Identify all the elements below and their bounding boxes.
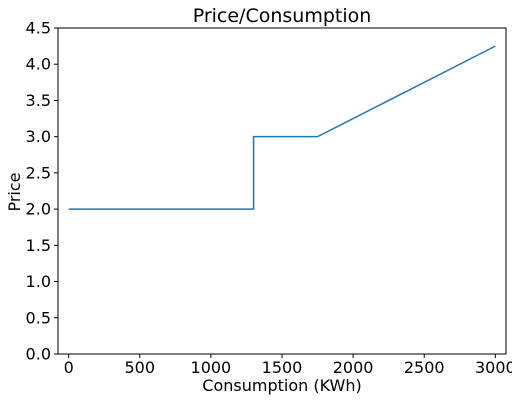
y-tick-label: 3.0 — [26, 127, 51, 146]
y-tick-label: 1.0 — [26, 272, 51, 291]
x-axis-title: Consumption (KWh) — [202, 376, 361, 395]
x-tick-label: 3000 — [475, 358, 512, 377]
chart-title: Price/Consumption — [193, 5, 372, 27]
plot-frame — [57, 27, 507, 355]
x-tick-label: 500 — [125, 358, 156, 377]
x-tick-label: 2000 — [333, 358, 374, 377]
y-tick-label: 4.0 — [26, 55, 51, 74]
y-tick-label: 0.0 — [26, 345, 51, 364]
x-tick-label: 1000 — [191, 358, 232, 377]
y-tick-label: 0.5 — [26, 308, 51, 327]
x-tick-label: 2500 — [404, 358, 445, 377]
series-line — [68, 45, 496, 210]
x-tick-label: 1500 — [262, 358, 303, 377]
y-tick-label: 1.5 — [26, 236, 51, 255]
y-tick-label: 3.5 — [26, 91, 51, 110]
y-tick-label: 4.5 — [26, 19, 51, 38]
y-tick-label: 2.5 — [26, 163, 51, 182]
y-axis-title: Price — [5, 172, 24, 211]
x-tick-label: 0 — [64, 358, 74, 377]
plot-area: 0 500 1000 1500 2000 2500 3000 0.0 0.5 1.0 1.5 2.0 2… — [26, 19, 512, 378]
y-tick-label: 2.0 — [26, 200, 51, 219]
